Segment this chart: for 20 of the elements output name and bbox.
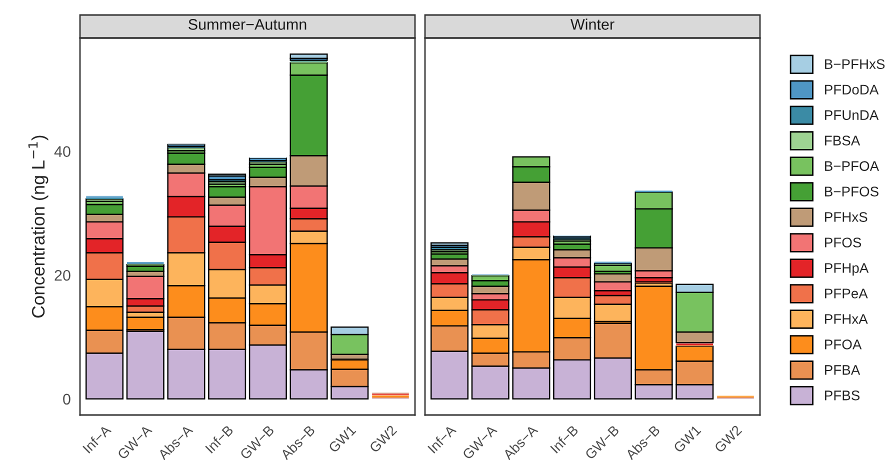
legend-label: B−PFOA [825,161,880,171]
y-tick-label: 20 [54,270,70,281]
legend-label: PFDoDA [825,84,879,95]
legend-label: PFUnDA [825,110,879,120]
chart-title: Winter [570,18,614,30]
y-axis-title: Concentration (ng L$^{−1}$) [28,136,48,318]
legend-label: PFBS [825,390,860,400]
legend-label: FBSA [825,136,860,146]
legend-label: PFHxS [825,212,868,222]
legend-label: PFPeA [825,288,868,298]
y-tick-label: 40 [54,146,70,157]
legend-label: PFHpA [825,263,869,276]
chart-title: Summer−Autumn [188,19,306,30]
y-tick-label: 0 [63,394,70,405]
legend-label: PFOS [825,238,862,248]
legend-label: B−PFOS [825,186,878,196]
legend-label: PFBA [825,365,860,375]
legend-label: PFHxA [825,314,868,324]
legend-label: B−PFHxS [825,59,885,70]
legend-label: PFOA [825,340,862,350]
